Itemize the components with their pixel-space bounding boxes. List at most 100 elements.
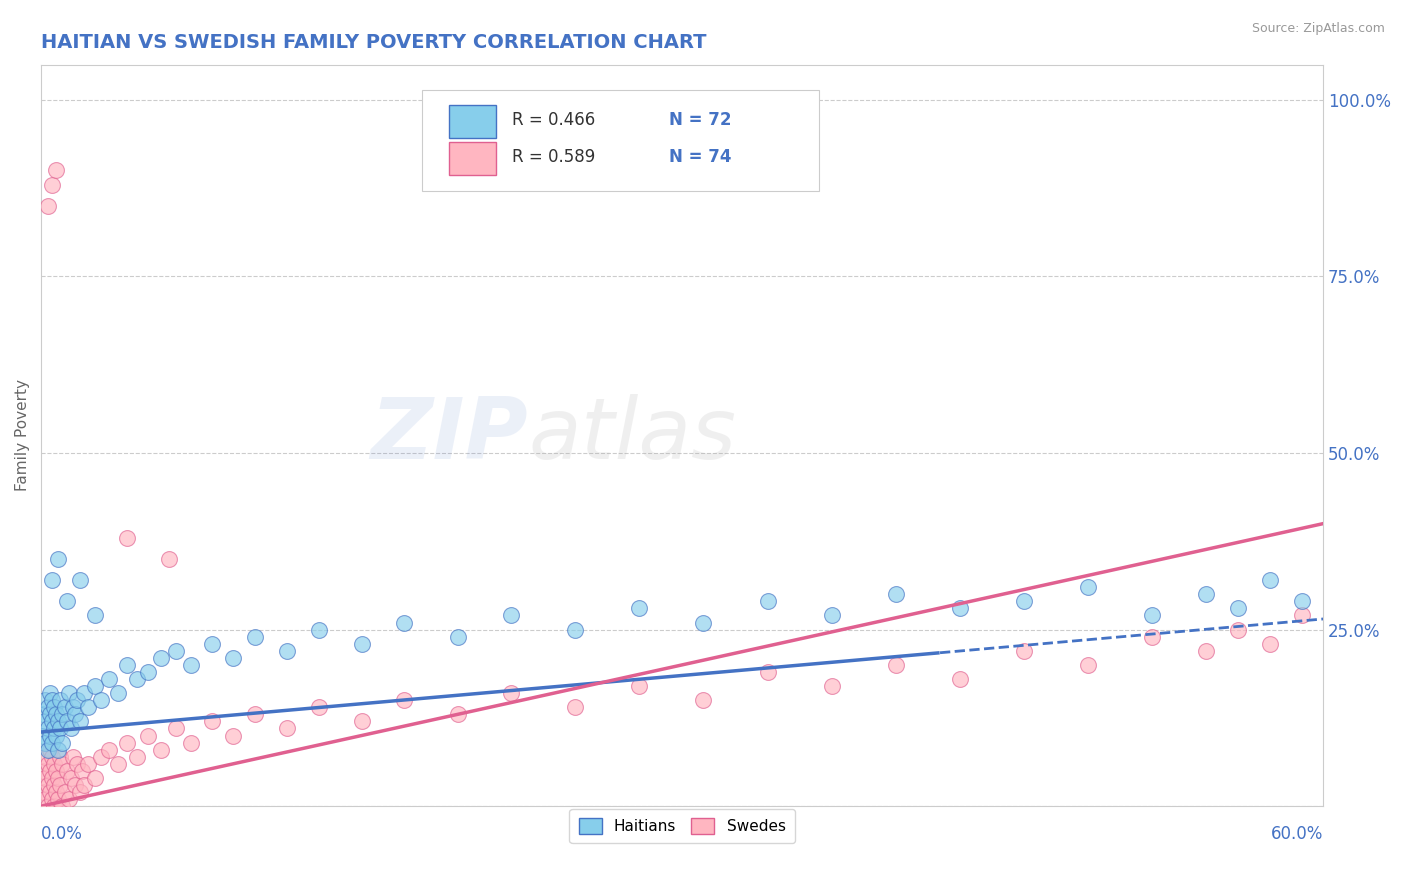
Point (49, 749, 72, 764)
Text: N = 74: N = 74 (669, 148, 731, 166)
Point (107, 756, 129, 771)
Point (90, 749, 112, 764)
Point (38, 686, 60, 700)
Point (308, 700, 330, 714)
Point (51, 707, 73, 722)
Point (394, 615, 416, 630)
Point (98, 672, 121, 686)
Point (69, 573, 91, 587)
Point (1226, 623, 1249, 637)
Point (41, 735, 63, 749)
Point (394, 693, 416, 707)
Point (53, 700, 76, 714)
Point (1258, 637, 1281, 651)
Point (243, 707, 266, 722)
Text: atlas: atlas (529, 394, 737, 477)
Point (115, 735, 138, 749)
Point (1140, 630, 1163, 644)
Point (350, 714, 373, 729)
FancyBboxPatch shape (449, 143, 496, 175)
Point (41, 178, 63, 192)
Point (37, 199, 59, 213)
Point (201, 637, 224, 651)
Point (49, 778, 72, 792)
Point (1140, 608, 1163, 623)
Point (222, 729, 245, 743)
Point (501, 608, 523, 623)
Point (276, 644, 298, 658)
Point (38, 729, 60, 743)
Point (42, 700, 65, 714)
Point (46, 792, 69, 806)
Point (136, 665, 159, 679)
Point (136, 729, 159, 743)
Point (149, 650, 172, 665)
Point (821, 679, 844, 693)
Point (37, 722, 59, 736)
Text: R = 0.466: R = 0.466 (512, 112, 595, 129)
Point (1012, 644, 1035, 658)
Point (37, 778, 59, 792)
Point (55, 594, 77, 608)
Point (34, 792, 56, 806)
Point (83, 679, 105, 693)
Point (51, 799, 73, 814)
Point (37, 700, 59, 714)
Point (1291, 594, 1313, 608)
Point (37, 742, 59, 756)
Point (756, 594, 779, 608)
Point (41, 749, 63, 764)
Point (1077, 657, 1099, 672)
Point (45, 785, 67, 799)
Point (98, 742, 121, 756)
Point (49, 722, 72, 736)
Point (1291, 608, 1313, 623)
FancyBboxPatch shape (422, 90, 820, 191)
Point (65, 778, 87, 792)
Point (1258, 573, 1281, 587)
Point (66, 693, 89, 707)
Point (38, 785, 60, 799)
Point (34, 693, 56, 707)
Point (127, 749, 149, 764)
Point (58, 792, 80, 806)
Point (37, 756, 59, 771)
Point (692, 693, 714, 707)
Point (180, 735, 202, 749)
Point (41, 573, 63, 587)
Point (55, 714, 77, 729)
Point (51, 735, 73, 749)
Point (1194, 587, 1216, 601)
Point (243, 630, 266, 644)
Point (45, 764, 67, 778)
Point (53, 785, 76, 799)
Point (83, 608, 105, 623)
Point (77, 700, 100, 714)
Point (45, 729, 67, 743)
Point (41, 771, 63, 785)
Point (149, 742, 172, 756)
Point (32, 729, 55, 743)
Point (73, 686, 96, 700)
Point (308, 623, 330, 637)
Point (1194, 644, 1216, 658)
Point (45, 163, 67, 178)
Point (42, 756, 65, 771)
Point (949, 672, 972, 686)
Point (564, 700, 586, 714)
Point (34, 714, 56, 729)
Point (32, 764, 55, 778)
Point (32, 785, 55, 799)
Point (821, 608, 844, 623)
Point (34, 735, 56, 749)
Point (180, 657, 202, 672)
Point (201, 714, 224, 729)
Point (38, 764, 60, 778)
Point (628, 601, 651, 615)
Point (55, 764, 77, 778)
Text: Source: ZipAtlas.com: Source: ZipAtlas.com (1251, 22, 1385, 36)
FancyBboxPatch shape (449, 105, 496, 138)
Point (127, 672, 149, 686)
Point (41, 693, 63, 707)
Point (38, 707, 60, 722)
